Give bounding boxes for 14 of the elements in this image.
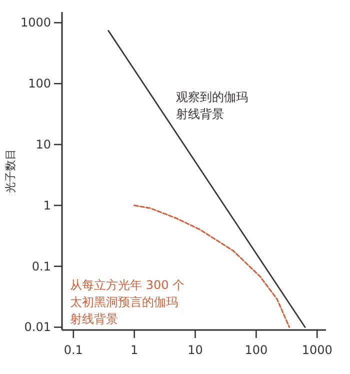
y-tick-label: 0.1 (32, 259, 51, 274)
x-tick-label: 1 (130, 343, 138, 357)
y-tick-label: 1 (43, 198, 51, 212)
y-axis-title: 光子数目 (4, 149, 17, 193)
y-tick-label: 10 (36, 138, 51, 152)
y-tick-label: 1000 (20, 16, 51, 30)
x-tick-label: 10 (188, 343, 203, 357)
series-label: 观察到的伽玛射线背景 (176, 90, 248, 121)
y-tick-label: 100 (28, 76, 51, 91)
y-tick-label: 0.01 (24, 320, 51, 334)
x-tick-label: 1000 (302, 343, 332, 357)
text: 从每立方光年 300 个太初黑洞预言的伽玛射线背景 (70, 278, 185, 326)
x-tick-label: 0.1 (64, 343, 83, 357)
x-tick-label: 100 (244, 343, 268, 357)
